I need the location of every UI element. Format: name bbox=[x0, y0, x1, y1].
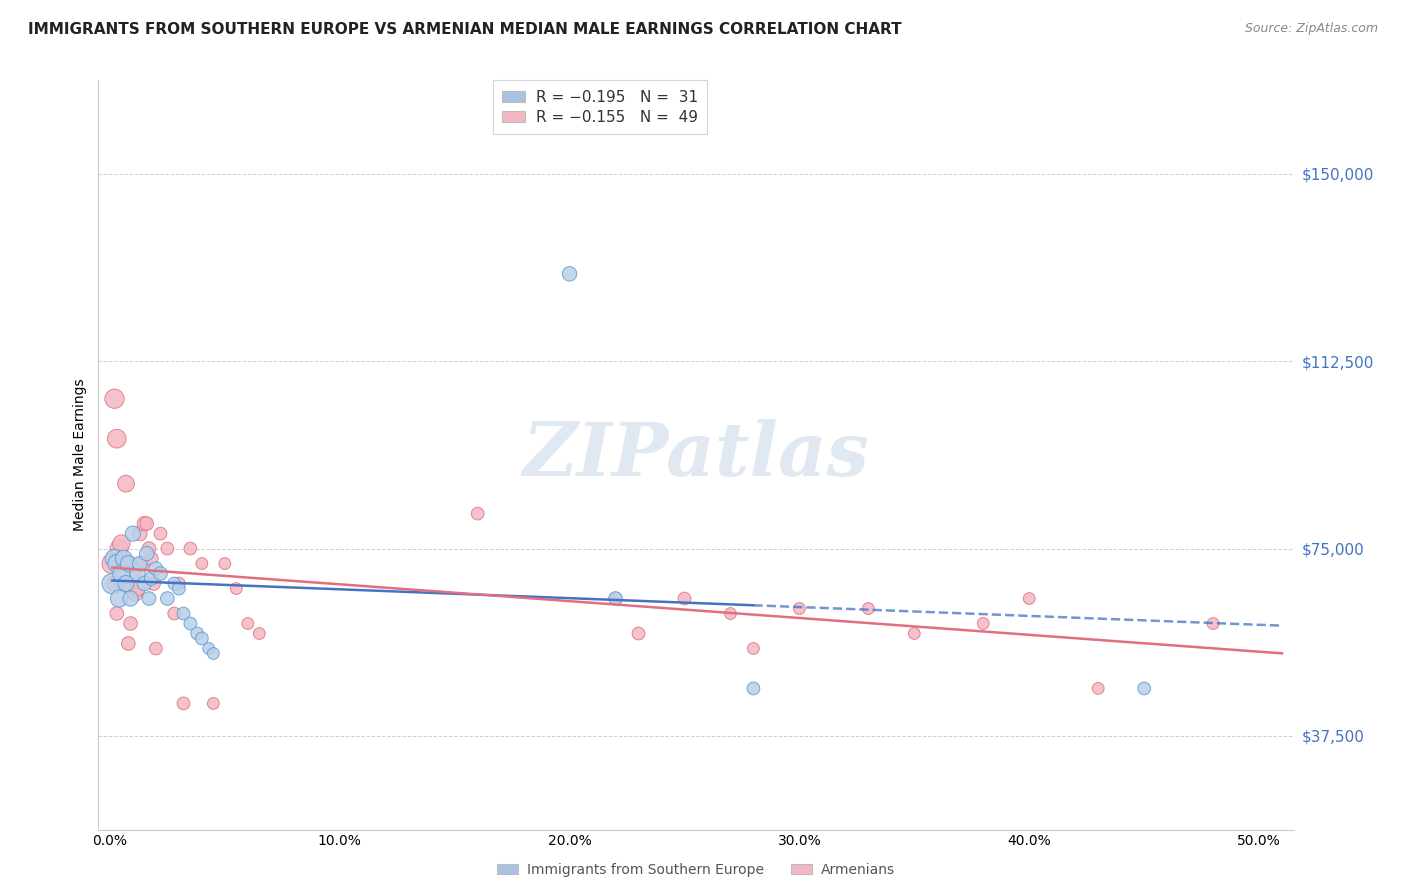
Point bbox=[105, 607, 128, 621]
Point bbox=[156, 591, 179, 606]
Point bbox=[105, 557, 128, 571]
Point bbox=[1133, 681, 1156, 696]
Point bbox=[202, 647, 225, 661]
Point bbox=[1202, 616, 1225, 631]
Point bbox=[142, 576, 165, 591]
Point bbox=[108, 591, 131, 606]
Point bbox=[627, 626, 650, 640]
Point bbox=[101, 557, 124, 571]
Point bbox=[131, 557, 153, 571]
Point bbox=[225, 582, 247, 596]
Point bbox=[115, 476, 138, 491]
Point bbox=[103, 576, 125, 591]
Point bbox=[156, 541, 179, 556]
Point bbox=[117, 636, 139, 650]
Point bbox=[558, 267, 581, 281]
Legend: Immigrants from Southern Europe, Armenians: Immigrants from Southern Europe, Armenia… bbox=[492, 857, 900, 882]
Point bbox=[742, 681, 765, 696]
Point bbox=[110, 566, 132, 581]
Point bbox=[903, 626, 925, 640]
Point bbox=[124, 586, 146, 600]
Point bbox=[103, 551, 125, 566]
Point bbox=[134, 516, 156, 531]
Point bbox=[120, 616, 142, 631]
Point bbox=[720, 607, 742, 621]
Point bbox=[163, 576, 186, 591]
Point bbox=[120, 582, 142, 596]
Point bbox=[135, 547, 157, 561]
Point bbox=[105, 432, 128, 446]
Point bbox=[115, 576, 138, 591]
Point bbox=[972, 616, 994, 631]
Point bbox=[214, 557, 236, 571]
Point bbox=[191, 557, 214, 571]
Point bbox=[202, 697, 225, 711]
Point bbox=[1018, 591, 1040, 606]
Point bbox=[134, 576, 156, 591]
Point bbox=[128, 557, 150, 571]
Point bbox=[247, 626, 270, 640]
Point bbox=[163, 607, 186, 621]
Point bbox=[605, 591, 627, 606]
Point bbox=[141, 551, 163, 566]
Point bbox=[167, 576, 190, 591]
Point bbox=[467, 507, 489, 521]
Text: ZIPatlas: ZIPatlas bbox=[523, 418, 869, 491]
Point bbox=[858, 601, 880, 615]
Point bbox=[127, 582, 149, 596]
Point bbox=[197, 641, 219, 656]
Point bbox=[135, 516, 157, 531]
Point bbox=[103, 392, 125, 406]
Point bbox=[1087, 681, 1109, 696]
Point bbox=[742, 641, 765, 656]
Y-axis label: Median Male Earnings: Median Male Earnings bbox=[73, 378, 87, 532]
Point bbox=[138, 541, 160, 556]
Point bbox=[179, 616, 201, 631]
Point bbox=[127, 566, 149, 581]
Point bbox=[605, 591, 627, 606]
Point bbox=[128, 526, 150, 541]
Point bbox=[149, 566, 172, 581]
Point bbox=[172, 697, 194, 711]
Point bbox=[117, 557, 139, 571]
Point bbox=[117, 557, 139, 571]
Point bbox=[145, 641, 167, 656]
Text: Source: ZipAtlas.com: Source: ZipAtlas.com bbox=[1244, 22, 1378, 36]
Point bbox=[172, 607, 194, 621]
Point bbox=[108, 541, 131, 556]
Point bbox=[149, 526, 172, 541]
Point bbox=[122, 526, 145, 541]
Point bbox=[110, 536, 132, 550]
Point bbox=[145, 561, 167, 575]
Point bbox=[112, 551, 135, 566]
Point bbox=[122, 566, 145, 581]
Point bbox=[120, 591, 142, 606]
Point bbox=[101, 576, 124, 591]
Point bbox=[673, 591, 696, 606]
Text: IMMIGRANTS FROM SOUTHERN EUROPE VS ARMENIAN MEDIAN MALE EARNINGS CORRELATION CHA: IMMIGRANTS FROM SOUTHERN EUROPE VS ARMEN… bbox=[28, 22, 901, 37]
Point bbox=[789, 601, 811, 615]
Point bbox=[236, 616, 259, 631]
Point bbox=[112, 576, 135, 591]
Point bbox=[138, 591, 160, 606]
Point bbox=[167, 582, 190, 596]
Point bbox=[179, 541, 201, 556]
Point bbox=[186, 626, 208, 640]
Point bbox=[141, 572, 163, 586]
Point bbox=[191, 632, 214, 646]
